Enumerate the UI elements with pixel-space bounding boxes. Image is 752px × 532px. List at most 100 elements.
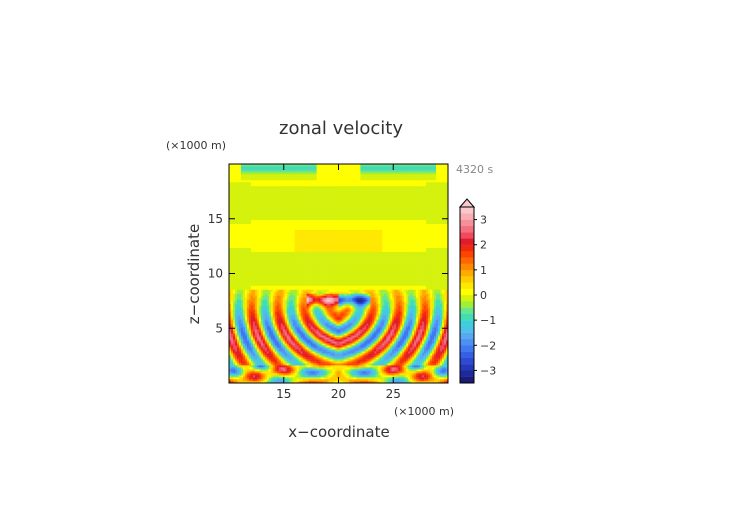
field-cell xyxy=(302,329,305,332)
field-cell xyxy=(414,371,417,374)
field-cell xyxy=(256,353,260,356)
field-cell xyxy=(434,363,437,366)
field-cell xyxy=(432,335,435,338)
field-cell xyxy=(262,317,266,320)
field-cell xyxy=(248,325,252,328)
field-cell xyxy=(304,339,307,342)
field-cell xyxy=(270,355,274,358)
field-cell xyxy=(266,357,270,360)
field-cell xyxy=(404,323,407,326)
field-cell xyxy=(232,309,236,312)
field-cell xyxy=(336,343,339,346)
field-cell xyxy=(288,357,292,360)
field-cell xyxy=(378,329,381,332)
field-cell xyxy=(366,311,369,314)
field-cell xyxy=(229,361,232,364)
field-cell xyxy=(352,327,355,330)
field-cell xyxy=(338,369,341,372)
field-cell xyxy=(426,337,429,340)
field-cell xyxy=(238,315,242,318)
field-cell xyxy=(378,359,381,362)
field-cell xyxy=(388,377,391,380)
field-cell xyxy=(342,351,345,354)
field-cell xyxy=(386,321,389,324)
field-cell xyxy=(442,349,445,352)
field-cell xyxy=(430,361,433,364)
field-cell xyxy=(362,309,365,312)
field-cell xyxy=(308,371,311,374)
field-cell xyxy=(404,343,407,346)
field-cell xyxy=(374,345,377,348)
field-cell xyxy=(392,349,395,352)
field-cell xyxy=(272,363,276,366)
field-cell xyxy=(282,305,286,308)
field-cell xyxy=(270,345,274,348)
field-cell xyxy=(254,319,258,322)
field-cell xyxy=(250,323,254,326)
field-cell xyxy=(334,357,337,360)
field-cell xyxy=(368,317,371,320)
field-cell xyxy=(320,347,323,350)
field-cell xyxy=(420,309,423,312)
field-cell xyxy=(326,359,329,362)
field-cell xyxy=(376,371,379,374)
field-cell xyxy=(266,327,270,330)
field-cell xyxy=(436,309,439,312)
field-cell xyxy=(282,309,286,312)
field-cell xyxy=(366,329,369,332)
field-cell xyxy=(266,315,270,318)
field-cell xyxy=(424,349,427,352)
field-cell xyxy=(338,307,341,310)
field-cell xyxy=(368,361,371,364)
field-cell xyxy=(340,307,343,310)
field-cell xyxy=(236,329,240,332)
field-cell xyxy=(434,325,437,328)
field-cell xyxy=(446,311,448,314)
field-cell xyxy=(308,355,311,358)
field-cell xyxy=(246,299,250,302)
field-cell xyxy=(330,293,333,296)
field-cell xyxy=(384,321,387,324)
field-cell xyxy=(248,293,252,296)
field-cell xyxy=(442,311,445,314)
field-cell xyxy=(378,351,381,354)
field-cell xyxy=(304,373,307,376)
field-cell xyxy=(382,301,385,304)
field-cell xyxy=(292,353,295,356)
field-cell xyxy=(416,309,419,312)
field-cell xyxy=(280,319,284,322)
field-cell xyxy=(390,337,393,340)
field-cell xyxy=(258,321,262,324)
field-cell xyxy=(352,377,355,380)
field-cell xyxy=(414,301,417,304)
field-cell xyxy=(428,343,431,346)
field-cell xyxy=(346,323,349,326)
field-cell xyxy=(290,331,294,334)
field-cell xyxy=(410,371,413,374)
field-cell xyxy=(316,349,319,352)
field-cell xyxy=(274,293,278,296)
field-cell xyxy=(354,371,357,374)
field-cell xyxy=(260,325,264,328)
field-cell xyxy=(294,291,297,294)
field-cell xyxy=(260,305,264,308)
field-cell xyxy=(262,345,266,348)
field-cell xyxy=(280,347,284,350)
field-cell xyxy=(350,369,353,372)
field-cell xyxy=(229,297,232,300)
field-cell xyxy=(426,315,429,318)
field-cell xyxy=(380,337,383,340)
field-cell xyxy=(442,357,445,360)
field-cell xyxy=(270,359,274,362)
field-cell xyxy=(304,341,307,344)
field-cell xyxy=(388,343,391,346)
field-cell xyxy=(434,315,437,318)
field-cell xyxy=(230,379,234,382)
field-cell xyxy=(406,331,409,334)
field-cell xyxy=(404,305,407,308)
field-cell xyxy=(282,303,286,306)
field-cell xyxy=(252,327,256,330)
field-cell xyxy=(392,367,395,370)
field-cell xyxy=(300,347,303,350)
field-cell xyxy=(256,341,260,344)
